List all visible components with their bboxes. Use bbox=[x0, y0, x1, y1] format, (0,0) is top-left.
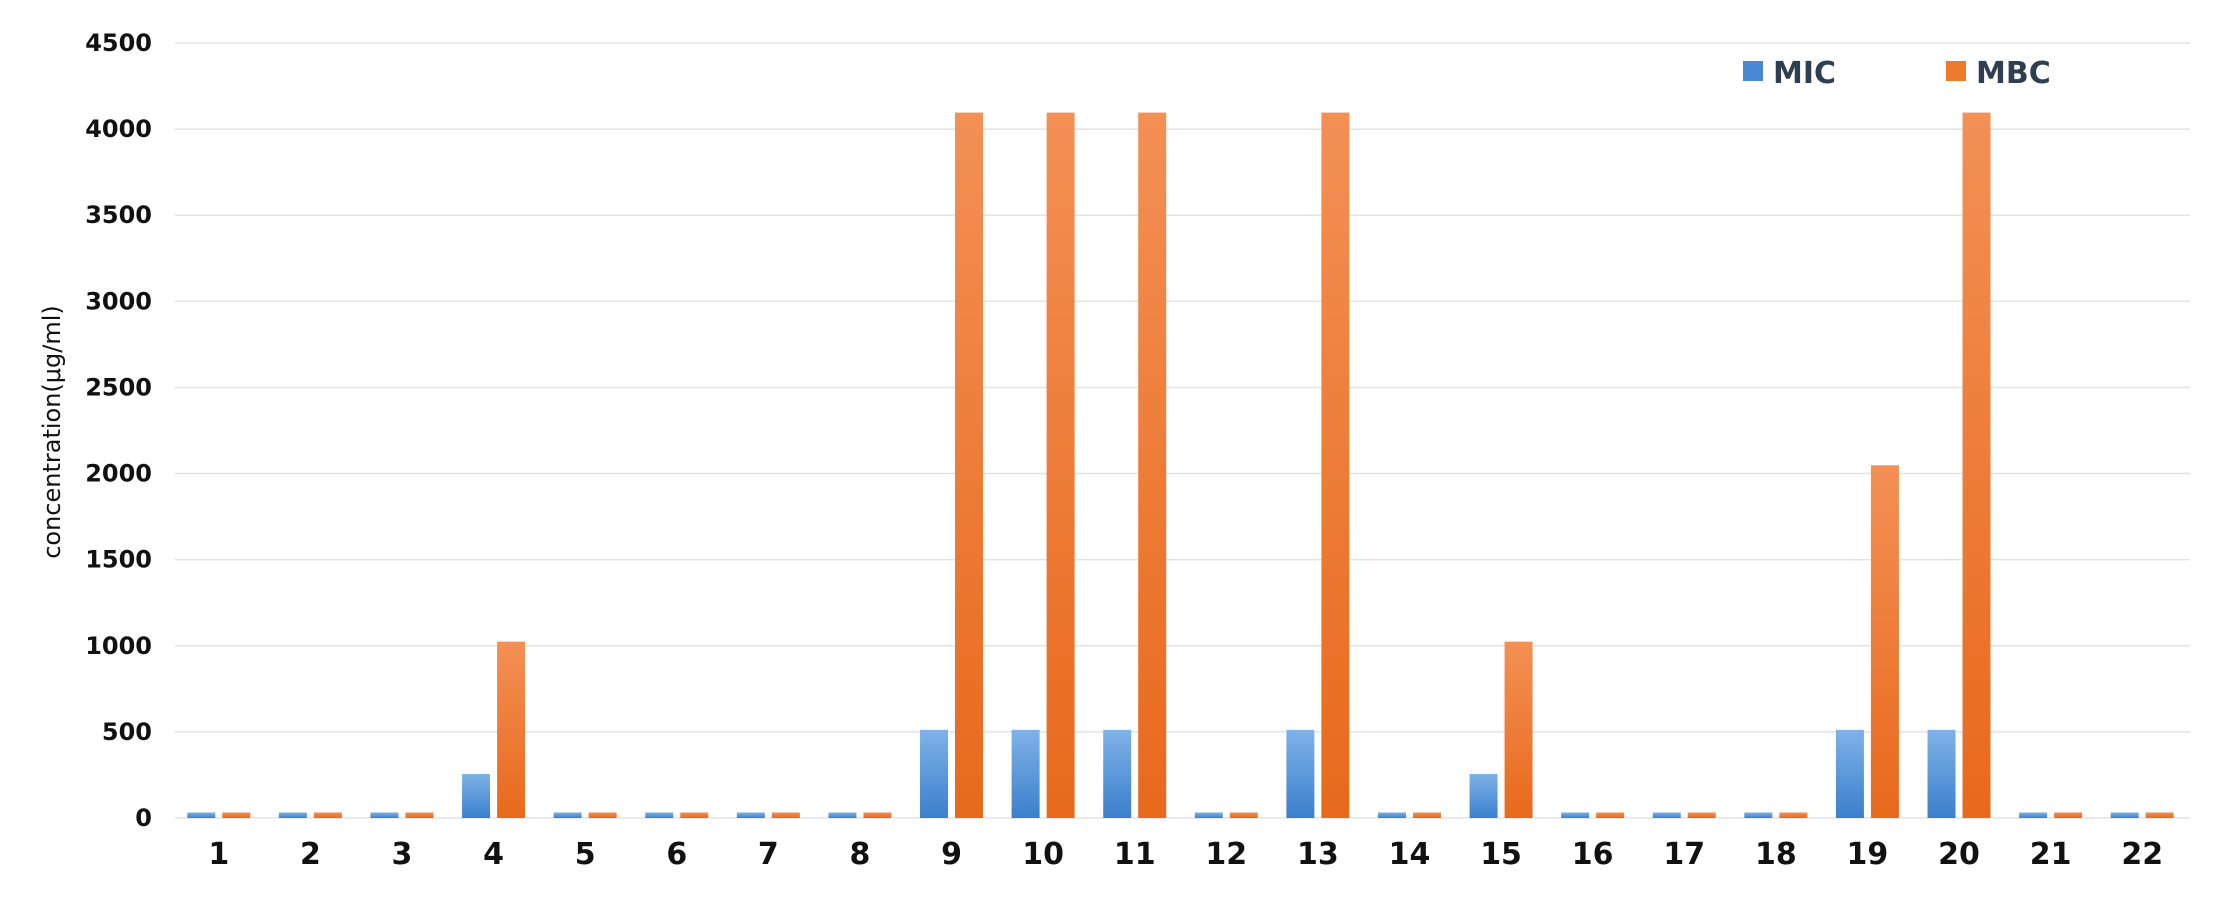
legend-swatch-mbc bbox=[1946, 61, 1966, 81]
x-tick-label: 11 bbox=[1114, 837, 1156, 872]
bar-mic-12 bbox=[1194, 812, 1223, 818]
y-tick-label: 3000 bbox=[85, 287, 152, 315]
bar-mbc-4 bbox=[497, 641, 526, 818]
x-tick-label: 9 bbox=[941, 837, 962, 872]
bar-mbc-3 bbox=[405, 812, 434, 818]
x-tick-label: 13 bbox=[1297, 837, 1339, 872]
x-tick-label: 6 bbox=[666, 837, 687, 872]
x-axis-ticks: 1 2 3 4 5 6 7 8 9 10 11 12 13 14 15 16 17 18 19 20 21 22 bbox=[208, 837, 2163, 872]
bar-mic-18 bbox=[1744, 812, 1773, 818]
x-tick-label: 16 bbox=[1572, 837, 1614, 872]
bar-mic-10 bbox=[1011, 729, 1040, 818]
legend-label-mbc: MBC bbox=[1976, 56, 2051, 91]
bar-mbc-11 bbox=[1138, 112, 1167, 819]
bars bbox=[187, 112, 2174, 819]
y-tick-label: 0 bbox=[135, 804, 152, 832]
bar-mic-19 bbox=[1835, 729, 1864, 818]
bar-mbc-21 bbox=[2054, 812, 2083, 818]
bar-mbc-18 bbox=[1779, 812, 1808, 818]
y-tick-label: 2500 bbox=[85, 373, 152, 401]
y-tick-label: 3500 bbox=[85, 201, 152, 229]
y-tick-label: 2000 bbox=[85, 460, 152, 488]
bar-mic-16 bbox=[1561, 812, 1590, 818]
bar-mbc-16 bbox=[1596, 812, 1625, 818]
bar-mbc-14 bbox=[1412, 812, 1441, 818]
bar-mbc-15 bbox=[1504, 641, 1533, 818]
bar-mbc-20 bbox=[1962, 112, 1991, 819]
bar-mic-21 bbox=[2019, 812, 2048, 818]
legend-swatch-mic bbox=[1743, 61, 1763, 81]
bar-mic-8 bbox=[828, 812, 857, 818]
bar-mic-20 bbox=[1927, 729, 1956, 818]
bar-mic-3 bbox=[370, 812, 399, 818]
bar-mic-14 bbox=[1377, 812, 1406, 818]
x-tick-label: 17 bbox=[1663, 837, 1705, 872]
x-tick-label: 20 bbox=[1938, 837, 1980, 872]
bar-mic-11 bbox=[1103, 729, 1132, 818]
y-tick-label: 1000 bbox=[85, 632, 152, 660]
bar-mbc-13 bbox=[1321, 112, 1350, 819]
x-tick-label: 1 bbox=[208, 837, 229, 872]
x-tick-label: 15 bbox=[1480, 837, 1522, 872]
bar-mic-9 bbox=[920, 729, 949, 818]
bar-mbc-17 bbox=[1687, 812, 1716, 818]
bar-mbc-7 bbox=[771, 812, 800, 818]
bar-mbc-2 bbox=[313, 812, 342, 818]
x-tick-label: 10 bbox=[1022, 837, 1064, 872]
bar-mic-22 bbox=[2110, 812, 2139, 818]
x-tick-label: 5 bbox=[575, 837, 596, 872]
bar-mbc-8 bbox=[863, 812, 892, 818]
bar-mic-6 bbox=[645, 812, 674, 818]
x-tick-label: 12 bbox=[1205, 837, 1247, 872]
bar-mic-1 bbox=[187, 812, 216, 818]
bar-mbc-5 bbox=[588, 812, 617, 818]
y-axis-ticks: 0 500 1000 1500 2000 2500 3000 3500 4000 4500 bbox=[85, 29, 152, 832]
legend: MIC MBC bbox=[1743, 56, 2051, 91]
bar-mbc-22 bbox=[2145, 812, 2174, 818]
bar-mic-15 bbox=[1469, 773, 1498, 818]
bar-mbc-9 bbox=[955, 112, 984, 819]
x-tick-label: 3 bbox=[392, 837, 413, 872]
x-tick-label: 4 bbox=[483, 837, 504, 872]
legend-label-mic: MIC bbox=[1773, 56, 1836, 91]
x-tick-label: 18 bbox=[1755, 837, 1797, 872]
bar-mic-13 bbox=[1286, 729, 1315, 818]
bar-mbc-1 bbox=[222, 812, 251, 818]
bar-mic-2 bbox=[278, 812, 307, 818]
bar-mic-5 bbox=[553, 812, 582, 818]
x-tick-label: 7 bbox=[758, 837, 779, 872]
x-tick-label: 22 bbox=[2121, 837, 2163, 872]
bar-mbc-12 bbox=[1229, 812, 1258, 818]
x-tick-label: 19 bbox=[1847, 837, 1889, 872]
x-tick-label: 21 bbox=[2030, 837, 2072, 872]
bar-mic-4 bbox=[462, 773, 491, 818]
x-tick-label: 2 bbox=[300, 837, 321, 872]
x-tick-label: 8 bbox=[849, 837, 870, 872]
bar-mbc-10 bbox=[1046, 112, 1075, 819]
bar-mic-7 bbox=[736, 812, 765, 818]
y-tick-label: 1500 bbox=[85, 546, 152, 574]
y-axis-label: concentration(μg/ml) bbox=[38, 305, 66, 559]
bar-mbc-6 bbox=[680, 812, 709, 818]
y-tick-label: 4000 bbox=[85, 115, 152, 143]
y-tick-label: 500 bbox=[102, 718, 152, 746]
y-tick-label: 4500 bbox=[85, 29, 152, 57]
x-tick-label: 14 bbox=[1389, 837, 1431, 872]
bar-mic-17 bbox=[1652, 812, 1681, 818]
bar-mbc-19 bbox=[1870, 465, 1899, 818]
